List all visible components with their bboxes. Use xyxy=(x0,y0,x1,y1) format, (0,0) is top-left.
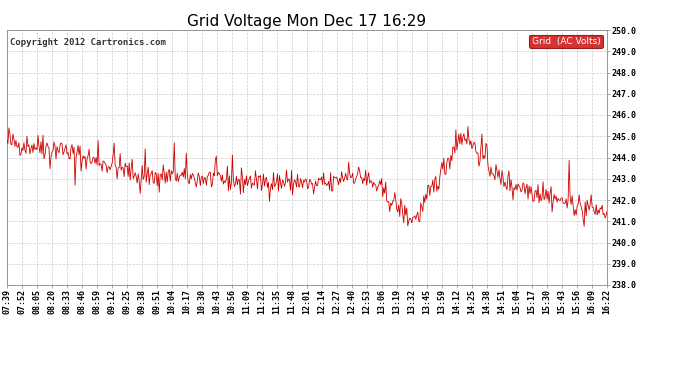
Text: Copyright 2012 Cartronics.com: Copyright 2012 Cartronics.com xyxy=(10,38,166,46)
Legend: Grid  (AC Volts): Grid (AC Volts) xyxy=(529,34,602,48)
Title: Grid Voltage Mon Dec 17 16:29: Grid Voltage Mon Dec 17 16:29 xyxy=(188,14,426,29)
